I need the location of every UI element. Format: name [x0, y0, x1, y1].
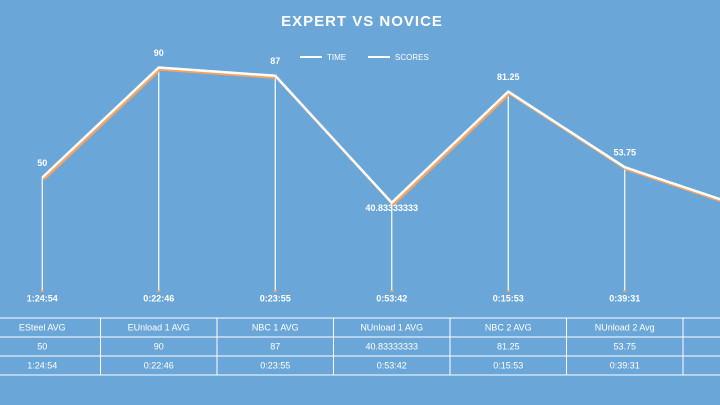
time-marker — [273, 290, 277, 292]
data-label: 50 — [37, 158, 47, 168]
data-label: 87 — [270, 56, 280, 66]
table-header: NBC 1 AVG — [252, 322, 299, 332]
time-marker — [157, 290, 161, 292]
time-marker — [623, 290, 627, 292]
time-marker — [506, 290, 510, 292]
legend-label: SCORES — [395, 53, 429, 62]
table-time: 0:39:31 — [610, 360, 640, 370]
table-header: NUnload 1 AVG — [360, 322, 423, 332]
table-score: 50 — [37, 341, 47, 351]
score-line-shadow — [42, 68, 720, 207]
table-time: 0:15:53 — [493, 360, 523, 370]
table-score: 90 — [154, 341, 164, 351]
time-marker — [40, 290, 44, 292]
table-score: 40.83333333 — [365, 341, 418, 351]
time-label: 1:24:54 — [27, 293, 58, 303]
data-label: 53.75 — [613, 148, 636, 158]
time-label: 0:23:55 — [260, 293, 291, 303]
table-time: 0:53:42 — [377, 360, 407, 370]
legend-label: TIME — [327, 53, 346, 62]
time-label: 0:53:42 — [376, 293, 407, 303]
score-line — [41, 66, 720, 205]
chart-title: EXPERT VS NOVICE — [281, 13, 443, 30]
data-label: 40.83333333 — [365, 203, 418, 213]
table-header: NUnload 2 Avg — [595, 322, 655, 332]
time-label: 0:15:53 — [493, 293, 524, 303]
table-score: 87 — [270, 341, 280, 351]
time-label: 0:22:46 — [143, 293, 174, 303]
data-label: 90 — [154, 48, 164, 58]
data-label: 81.25 — [497, 72, 520, 82]
table-header: EUnload 1 AVG — [128, 322, 190, 332]
table-score: 53.75 — [613, 341, 636, 351]
table-time: 0:22:46 — [144, 360, 174, 370]
time-marker — [390, 290, 394, 292]
time-label: 0:39:31 — [609, 293, 640, 303]
table-header: ESteel AVG — [19, 322, 66, 332]
table-time: 1:24:54 — [27, 360, 57, 370]
table-header: NBC 2 AVG — [485, 322, 532, 332]
table-score: 81.25 — [497, 341, 520, 351]
table-time: 0:23:55 — [260, 360, 290, 370]
